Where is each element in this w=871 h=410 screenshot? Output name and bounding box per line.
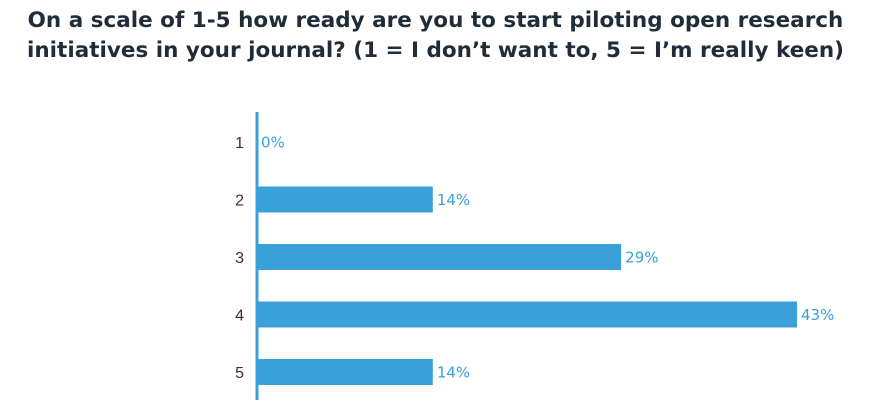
value-labels-group: 0% 14% 29% 43% 14% <box>261 134 834 382</box>
value-label-3: 29% <box>625 249 658 267</box>
category-label-4: 4 <box>235 308 244 325</box>
category-label-2: 2 <box>235 193 244 210</box>
category-labels-group: 1 2 3 4 5 <box>235 135 244 382</box>
chart-title: On a scale of 1-5 how ready are you to s… <box>0 6 871 66</box>
bar-3 <box>257 244 622 270</box>
category-label-5: 5 <box>235 365 244 382</box>
chart-title-line-2: initiatives in your journal? (1 = I don’… <box>27 38 844 63</box>
value-label-2: 14% <box>437 191 470 209</box>
value-label-5: 14% <box>437 364 470 382</box>
category-label-1: 1 <box>235 135 244 152</box>
bar-5 <box>257 359 433 385</box>
category-label-3: 3 <box>235 250 244 267</box>
value-label-1: 0% <box>261 134 285 152</box>
value-label-4: 43% <box>801 306 834 324</box>
bar-4 <box>257 301 797 328</box>
bars-group <box>257 186 797 385</box>
bar-2 <box>257 186 433 213</box>
chart-title-line-1: On a scale of 1-5 how ready are you to s… <box>27 8 844 33</box>
